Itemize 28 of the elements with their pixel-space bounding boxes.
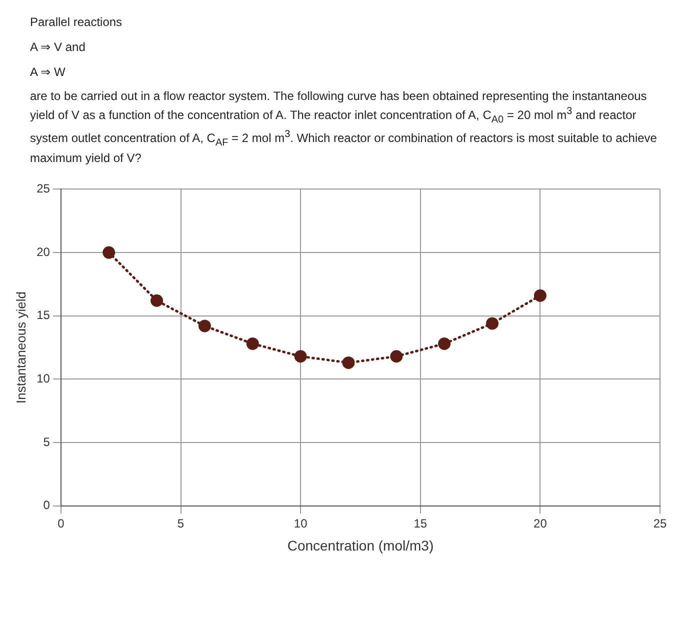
point <box>150 294 164 307</box>
text: A ⇒ V and <box>30 38 86 56</box>
y-tick-label: 0 <box>43 498 50 512</box>
y-tick-label: 5 <box>43 434 50 449</box>
point <box>246 337 259 350</box>
y-tick-label: 25 <box>36 181 50 196</box>
point <box>486 316 499 330</box>
x-tick-label: 15 <box>414 516 428 530</box>
y-tick-label: 10 <box>36 371 50 386</box>
point <box>342 356 355 369</box>
y-tick-label: 20 <box>36 244 50 259</box>
text: A ⇒ W <box>30 64 66 80</box>
point <box>534 289 546 302</box>
point <box>198 319 211 332</box>
chart-title: Parallel reactions <box>30 14 124 31</box>
x-tick-label: 20 <box>534 516 548 530</box>
x-tick-label: 25 <box>653 516 667 530</box>
x-tick-label: 5 <box>177 516 184 530</box>
point <box>438 337 451 350</box>
point <box>102 246 116 259</box>
point <box>390 350 403 362</box>
y-axis-title: Instantaneous yield <box>13 291 28 404</box>
text: are to be carried out in a flow reactor system. The following curve has been obtained representing the instantaneous yield of V as a function of the concentration of A. The reactor inlet concentration of A, C$_{A0}$ = 20 mol m$^{3}$ and reactor system outlet concentration of A, C$_{AF}$ = 2 mol m$^{3}$. Which reactor or combination of reactors is most suitable to achieve maximum yield of V? <box>30 89 657 165</box>
x-axis-title: Concentration (mol/m3) <box>287 537 434 554</box>
point <box>294 350 307 362</box>
y-tick-label: 15 <box>36 308 50 322</box>
x-tick-label: 0 <box>58 516 65 530</box>
x-tick-label: 10 <box>294 516 308 530</box>
